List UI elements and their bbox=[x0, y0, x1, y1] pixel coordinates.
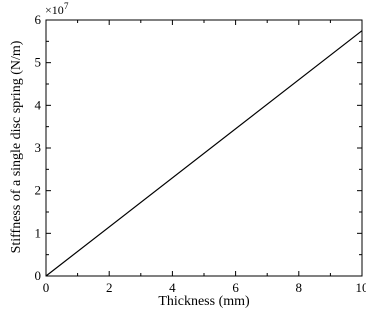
x-ticks: 0 2 4 6 8 10 bbox=[43, 20, 366, 295]
x-tick-label: 0 bbox=[43, 280, 50, 295]
y-tick-label: 2 bbox=[35, 183, 42, 198]
y-multiplier-exponent: 7 bbox=[64, 1, 69, 11]
x-tick-label: 8 bbox=[296, 280, 303, 295]
y-ticks: 0 1 2 3 4 5 6 bbox=[35, 12, 362, 283]
y-axis-title: Stiffness of a single disc spring (N/m) bbox=[9, 40, 24, 253]
series-layer bbox=[45, 30, 363, 277]
y-tick-label: 5 bbox=[35, 55, 42, 70]
y-tick-label: 4 bbox=[35, 97, 42, 112]
y-tick-label: 1 bbox=[35, 225, 42, 240]
plot-axes bbox=[45, 19, 363, 277]
x-tick-label: 10 bbox=[356, 280, 366, 295]
y-tick-label: 6 bbox=[35, 12, 42, 27]
y-tick-label: 0 bbox=[35, 268, 42, 283]
x-tick-label: 2 bbox=[106, 280, 113, 295]
x-tick-label: 6 bbox=[232, 280, 239, 295]
x-tick-label: 4 bbox=[169, 280, 176, 295]
plot-frame bbox=[45, 19, 363, 277]
series-line bbox=[45, 30, 363, 277]
y-multiplier-label: ×10 bbox=[45, 3, 64, 17]
x-axis-title: Thickness (mm) bbox=[158, 294, 250, 309]
y-tick-label: 3 bbox=[35, 140, 42, 155]
